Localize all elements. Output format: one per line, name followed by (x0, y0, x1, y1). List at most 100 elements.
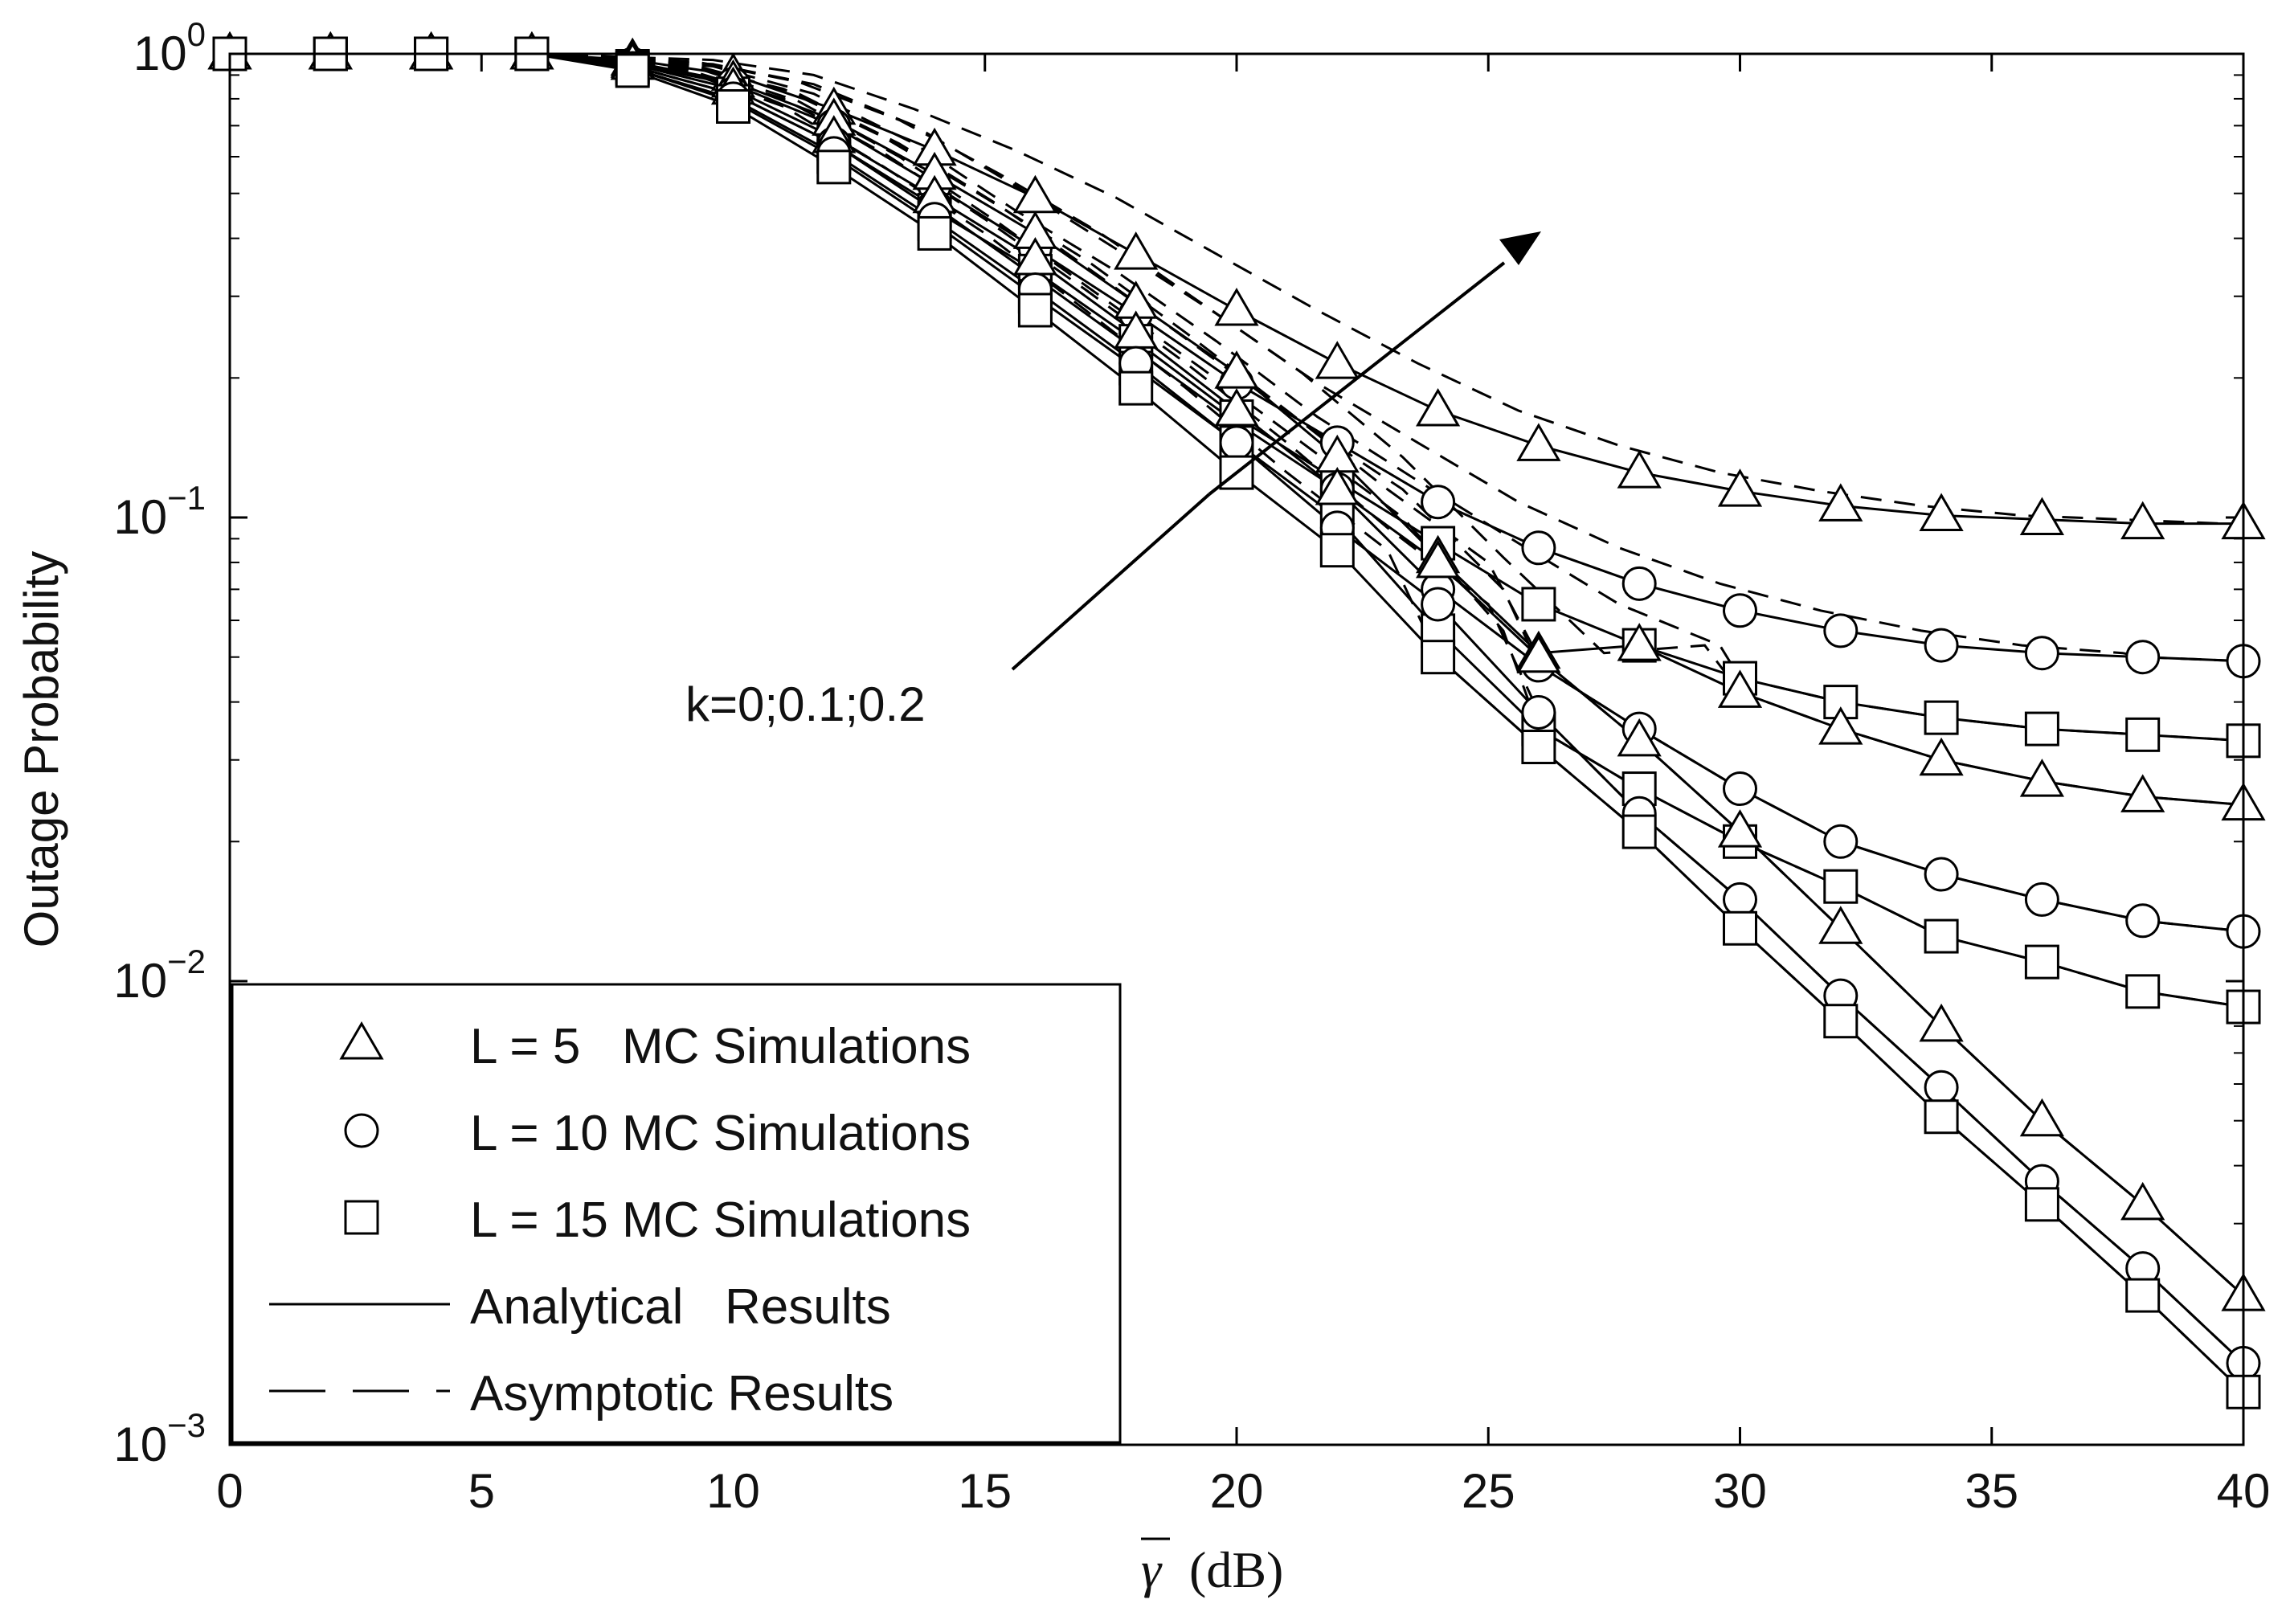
x-tick-label: 40 (2217, 1464, 2271, 1518)
asymptotic-curve (230, 52, 2245, 1393)
triangle-marker (1919, 737, 1964, 776)
y-tick-label-exponent: −2 (167, 943, 206, 980)
legend-label: L = 10 MC Simulations (470, 1106, 971, 1161)
x-tick-label: 0 (216, 1464, 243, 1518)
triangle-marker (1315, 466, 1360, 505)
x-tick-label: 30 (1713, 1464, 1767, 1518)
legend-label: Asymptotic Results (470, 1366, 894, 1422)
annotation-arrow-head (1499, 231, 1541, 265)
triangle-marker (1717, 809, 1763, 848)
triangle-marker (1818, 706, 1863, 745)
x-tick-label: 35 (1965, 1464, 2018, 1518)
triangle-marker (1415, 539, 1461, 579)
y-tick-label-base: 10 (113, 1417, 167, 1471)
triangle-marker (2120, 1181, 2165, 1221)
circle-marker (2125, 640, 2161, 675)
circle-marker (1924, 628, 1959, 663)
y-tick-label-exponent: 0 (187, 15, 206, 53)
triangle-marker (1516, 634, 1561, 673)
asymptotic-curve (230, 52, 2244, 663)
y-axis-label: Outage Probability (14, 551, 68, 948)
triangle-marker (1214, 388, 1259, 427)
square-marker (2024, 711, 2059, 747)
triangle-marker (1818, 906, 1863, 944)
legend-box (231, 983, 1122, 1444)
x-axis-label-symbol: γ (1141, 1541, 1163, 1598)
circle-marker (2024, 882, 2059, 917)
y-tick-label-base: 10 (113, 954, 167, 1008)
square-marker (816, 149, 852, 185)
triangle-marker (1214, 350, 1259, 389)
circle-marker (1521, 530, 1556, 566)
y-tick-label: 10−1 (113, 479, 206, 544)
square-marker (1723, 910, 1757, 946)
triangle-marker (1516, 423, 1561, 461)
circle-marker (1924, 857, 1959, 892)
triangle-marker (1617, 450, 1662, 489)
square-marker (2024, 1187, 2059, 1222)
legend-label: L = 5 MC Simulations (470, 1019, 971, 1074)
square-marker (615, 53, 650, 88)
triangle-marker (2019, 759, 2065, 797)
square-marker (1924, 700, 1959, 735)
k-annotation: k=0;0.1;0.2 (685, 231, 1541, 731)
circle-marker (2024, 636, 2059, 671)
square-marker (1924, 918, 1959, 954)
square-marker (1421, 640, 1456, 675)
asymptotic-curve (230, 52, 2245, 1297)
markers-layer (207, 31, 2266, 1409)
y-tick-label: 10−2 (113, 943, 206, 1008)
legend-label: L = 15 MC Simulations (470, 1192, 971, 1248)
triangle-marker (2120, 501, 2165, 540)
square-marker (1017, 292, 1053, 328)
circle-marker (2125, 903, 2161, 939)
triangle-marker (339, 1021, 384, 1060)
asymptotic-curve (230, 52, 2244, 742)
y-tick-label: 10−3 (113, 1406, 206, 1471)
square-marker (1521, 730, 1556, 765)
triangle-marker (2019, 497, 2065, 536)
triangle-marker (1717, 669, 1763, 708)
square-marker (1823, 869, 1859, 904)
triangle-marker (1919, 1003, 1964, 1042)
circle-marker (1421, 587, 1456, 622)
triangle-marker (2120, 774, 2165, 812)
annotation-label: k=0;0.1;0.2 (685, 677, 926, 731)
triangle-marker (1315, 341, 1360, 379)
triangle-marker (1717, 468, 1763, 507)
square-marker (1924, 1099, 1959, 1135)
x-tick-label: 5 (468, 1464, 495, 1518)
circle-marker (1621, 566, 1657, 601)
circle-marker (1421, 485, 1456, 520)
square-marker (1319, 533, 1355, 568)
square-marker (2024, 944, 2059, 980)
circle-marker (1219, 425, 1254, 460)
circle-marker (1823, 613, 1859, 648)
x-axis-label-unit: (dB) (1189, 1541, 1283, 1598)
triangle-marker (1617, 718, 1662, 757)
x-tick-label: 15 (958, 1464, 1012, 1518)
square-marker (1621, 814, 1657, 849)
triangle-marker (1919, 493, 1964, 532)
circle-marker (1823, 824, 1859, 859)
square-marker (2125, 1278, 2161, 1313)
square-marker (1118, 370, 1154, 406)
legend-label: Analytical Results (470, 1279, 891, 1335)
annotation-leader-line (1011, 493, 1211, 671)
annotation-arrow-line (1208, 261, 1506, 496)
square-marker (716, 88, 750, 124)
y-tick-label-base: 10 (113, 490, 167, 544)
x-tick-label: 10 (706, 1464, 760, 1518)
y-tick-label-exponent: −1 (167, 479, 206, 517)
square-marker (917, 215, 952, 251)
circle-marker (1723, 593, 1757, 628)
triangle-marker (1818, 483, 1863, 522)
square-marker (2125, 717, 2161, 752)
x-tick-label: 25 (1462, 1464, 1515, 1518)
square-marker (1521, 587, 1556, 622)
circle-marker (1924, 1070, 1959, 1105)
legend: L = 5 MC Simulations L = 10 MC Simulation… (231, 983, 1122, 1444)
triangle-marker (1415, 388, 1461, 427)
circle-marker (344, 1113, 379, 1148)
